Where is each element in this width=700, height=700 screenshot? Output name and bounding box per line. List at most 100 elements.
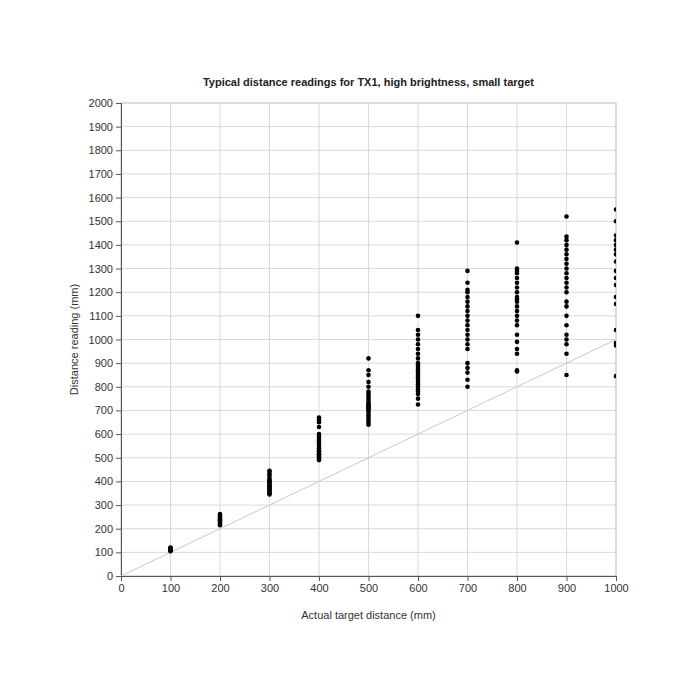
data-point — [465, 288, 470, 293]
data-point — [564, 299, 569, 304]
tick-label: 1300 — [89, 263, 113, 275]
data-point — [416, 314, 421, 319]
tick: 1600 — [89, 192, 121, 204]
tick-mark — [171, 576, 172, 581]
tick: 600 — [409, 576, 427, 594]
data-point — [416, 402, 421, 407]
x-axis-line — [122, 577, 617, 582]
tick: 2000 — [89, 97, 121, 109]
data-point — [614, 302, 616, 307]
data-point — [267, 468, 272, 473]
data-point — [614, 233, 616, 238]
tick: 800 — [95, 381, 121, 393]
data-point — [564, 290, 569, 295]
plot-frame — [121, 103, 616, 576]
tick-label: 500 — [360, 582, 378, 594]
y-axis-title: Distance reading (mm) — [68, 284, 80, 395]
data-point — [614, 207, 616, 212]
tick-mark — [116, 505, 121, 506]
tick-mark — [418, 576, 419, 581]
tick: 0 — [107, 570, 121, 582]
data-point — [465, 314, 470, 319]
chart-container: 0100200300400500600700800900100001002003… — [0, 0, 700, 700]
tick-mark — [116, 269, 121, 270]
data-point — [614, 283, 616, 288]
tick-label: 900 — [558, 582, 576, 594]
data-point — [465, 366, 470, 371]
tick: 600 — [95, 428, 121, 440]
tick-mark — [116, 150, 121, 151]
y-axis: 0100200300400500600700800900100011001200… — [89, 97, 122, 582]
data-point — [465, 269, 470, 274]
y-grid-line — [121, 528, 616, 529]
tick-label: 1400 — [89, 239, 113, 251]
tick-mark — [116, 127, 121, 128]
data-layer — [121, 207, 616, 576]
data-point — [465, 377, 470, 382]
tick-label: 100 — [95, 546, 113, 558]
data-point — [564, 214, 569, 219]
tick: 900 — [95, 357, 121, 369]
tick-label: 300 — [261, 582, 279, 594]
tick-label: 300 — [95, 499, 113, 511]
tick: 300 — [261, 576, 279, 594]
tick-mark — [116, 410, 121, 411]
tick: 1100 — [89, 310, 121, 322]
x-axis: 01002003004005006007008009001000 — [118, 576, 628, 594]
y-grid-line — [121, 268, 616, 269]
data-point — [465, 385, 470, 390]
data-point — [465, 280, 470, 285]
tick: 1000 — [89, 334, 121, 346]
tick-mark — [116, 481, 121, 482]
tick-label: 200 — [211, 582, 229, 594]
tick-mark — [116, 363, 121, 364]
data-point — [515, 276, 520, 281]
data-point — [564, 247, 569, 252]
data-point — [564, 271, 569, 276]
data-point — [416, 356, 421, 361]
data-point — [465, 332, 470, 337]
data-point — [317, 415, 322, 420]
y-grid-line — [121, 552, 616, 553]
tick: 400 — [310, 576, 328, 594]
tick-mark — [270, 576, 271, 581]
data-point — [366, 389, 371, 394]
data-point — [614, 295, 616, 300]
data-point — [416, 347, 421, 352]
data-point — [416, 332, 421, 337]
y-grid-line — [121, 292, 616, 293]
tick-mark — [116, 340, 121, 341]
tick-mark — [116, 387, 121, 388]
data-point — [614, 276, 616, 281]
data-point — [465, 328, 470, 333]
data-point — [564, 332, 569, 337]
tick-mark — [567, 576, 568, 581]
data-point — [564, 266, 569, 271]
plot: 0100200300400500600700800900100001002003… — [89, 97, 629, 594]
tick-mark — [319, 576, 320, 581]
data-point — [366, 368, 371, 373]
tick-label: 600 — [95, 428, 113, 440]
chart-svg: 0100200300400500600700800900100001002003… — [0, 0, 700, 700]
tick: 1200 — [89, 286, 121, 298]
tick: 900 — [558, 576, 576, 594]
data-point — [564, 314, 569, 319]
tick: 500 — [95, 452, 121, 464]
data-point — [416, 351, 421, 356]
tick-mark — [220, 576, 221, 581]
y-grid-line — [121, 339, 616, 340]
data-point — [515, 340, 520, 345]
data-point — [564, 285, 569, 290]
data-point — [564, 304, 569, 309]
y-axis-line — [116, 104, 122, 577]
tick: 200 — [211, 576, 229, 594]
tick-mark — [116, 576, 121, 577]
tick-label: 1500 — [89, 215, 113, 227]
tick-label: 600 — [409, 582, 427, 594]
y-grid-line — [121, 150, 616, 151]
tick-mark — [116, 552, 121, 553]
data-point — [515, 266, 520, 271]
data-point — [564, 351, 569, 356]
tick: 800 — [508, 576, 526, 594]
data-point — [614, 247, 616, 252]
